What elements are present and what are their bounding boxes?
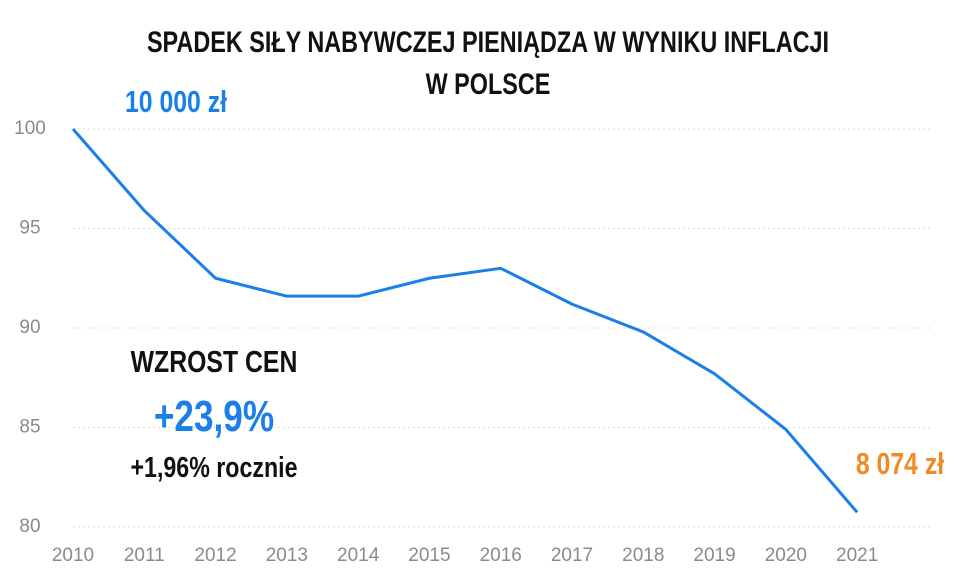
y-tick-label: 85 <box>19 417 40 438</box>
start-label: 10 000 zł <box>124 84 228 119</box>
x-tick-label: 2010 <box>52 545 94 566</box>
x-tick-label: 2021 <box>836 545 878 566</box>
y-tick-label: 95 <box>19 218 40 239</box>
x-tick-label: 2017 <box>551 545 593 566</box>
x-tick-label: 2013 <box>266 545 308 566</box>
x-tick-label: 2020 <box>765 545 807 566</box>
annotation-value: +23,9% <box>153 392 275 441</box>
y-tick-label: 90 <box>19 317 40 338</box>
x-tick-label: 2014 <box>337 545 380 566</box>
line <box>71 128 859 514</box>
y-tick-label: 100 <box>14 118 46 139</box>
x-tick-label: 2011 <box>124 545 165 566</box>
x-tick-label: 2015 <box>408 545 450 566</box>
x-tick-label: 2018 <box>622 545 664 566</box>
x-tick-label: 2016 <box>480 545 522 566</box>
chart-title: SPADEK SIŁY NABYWCZEJ PIENIĄDZA W WYNIKU… <box>146 26 830 101</box>
y-tick-label: 80 <box>19 516 40 537</box>
x-tick-label: 2012 <box>194 545 236 566</box>
annotation-note: +1,96% rocznie <box>130 452 298 484</box>
annotation-heading: WZROST CEN <box>130 344 298 379</box>
x-tick-label: 2019 <box>693 545 735 566</box>
end-label: 8 074 zł <box>855 446 945 481</box>
